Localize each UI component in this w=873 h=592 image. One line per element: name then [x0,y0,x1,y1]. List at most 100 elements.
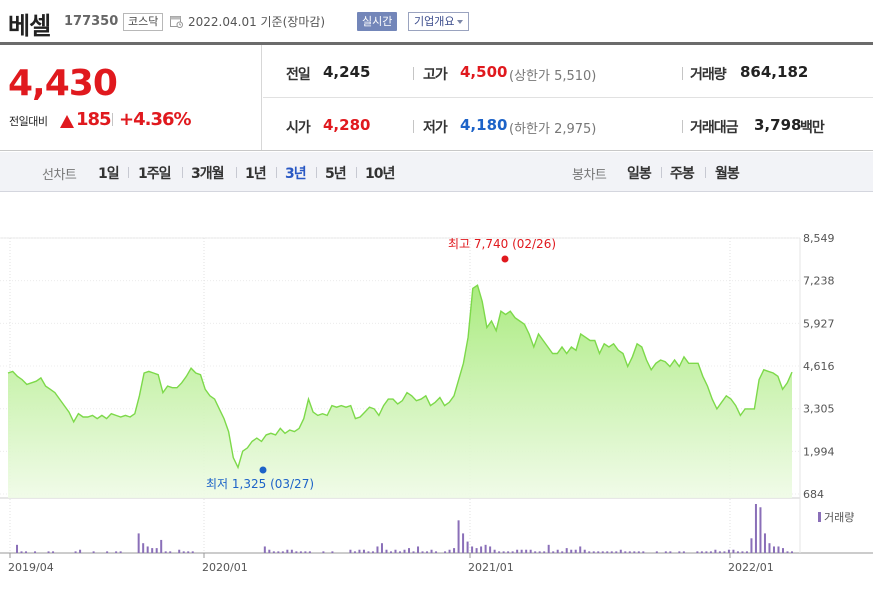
high-marker [501,255,509,263]
change-rate: +4.36% [119,109,192,130]
volume-bar [444,551,447,553]
volume-bar [385,549,388,553]
volume-bar [92,551,95,553]
divider [705,167,706,178]
volume-bar [331,551,334,553]
volume-bar [552,551,555,553]
low-annotation: 최저 1,325 (03/27) [206,477,314,491]
company-overview-dropdown[interactable]: 기업개요 [408,12,470,31]
x-tick-label: 2021/01 [468,561,514,574]
volume-bar [772,546,775,553]
volume-bar [380,543,383,553]
high-annotation: 최고 7,740 (02/26) [448,237,556,251]
prev-close-value: 4,245 [323,63,371,81]
volume-bar [570,549,573,553]
divider [661,167,662,178]
volume-bar [462,533,465,553]
low-marker [259,466,267,474]
volume-bar [182,551,185,553]
divider [276,167,277,178]
volume-bar [119,551,122,553]
price-area [8,285,792,498]
volume-bar [556,549,559,553]
x-tick-label: 2020/01 [202,561,248,574]
volume-bar [534,551,537,553]
volume-bar [47,551,50,553]
tab-1-year[interactable]: 1년 [245,166,267,182]
volume-bar [624,551,627,553]
volume-bar [268,549,271,553]
volume-bar [498,551,501,553]
volume-bar [489,546,492,553]
volume-bar [633,551,636,553]
tab-5-years[interactable]: 5년 [325,166,347,182]
volume-bar [281,551,284,553]
tab-3-months[interactable]: 3개월 [191,166,225,182]
volume-label: 거래량 [690,67,727,83]
volume-bar [642,551,645,553]
high-value: 4,500 [460,63,508,81]
volume-bar [466,541,469,553]
y-tick-label: 1,994 [803,445,835,458]
volume-bar [430,549,433,553]
volume-bar [16,544,19,553]
volume-bar [417,546,420,553]
volume-bar [187,551,190,553]
tab-3-years[interactable]: 3년 [285,166,307,182]
volume-bar [520,549,523,553]
divider [356,167,357,178]
volume-bar [583,549,586,553]
volume-bar [367,551,370,553]
volume-bar [705,551,708,553]
volume-bar [601,551,604,553]
volume-bar [178,549,181,553]
header-divider [0,42,873,45]
x-tick-label: 2022/01 [728,561,774,574]
tab-1-day[interactable]: 1일 [98,166,120,182]
y-tick-label: 5,927 [803,317,835,330]
volume-bar [394,549,397,553]
volume-bar [529,549,532,553]
tab-weekly-candle[interactable]: 주봉 [670,166,695,182]
tab-monthly-candle[interactable]: 월봉 [715,166,740,182]
divider [682,120,683,133]
tab-daily-candle[interactable]: 일봉 [627,166,652,182]
volume-bar [700,551,703,553]
open-value: 4,280 [323,116,371,134]
y-tick-label: 8,549 [803,232,835,245]
volume-bar [137,533,140,553]
volume-bar [538,551,541,553]
volume-bar [106,551,109,553]
volume-bar [277,551,280,553]
realtime-button[interactable]: 실시간 [357,12,398,31]
y-tick-label: 7,238 [803,275,835,288]
volume-bar [74,551,77,553]
volume-bar [371,551,374,553]
volume-bar [160,539,163,553]
volume-bar [322,551,325,553]
tab-10-years[interactable]: 10년 [365,166,395,182]
volume-bar [299,551,302,553]
volume-bar [349,549,352,553]
volume-bar [448,549,451,553]
trade-amount-unit: 백만 [800,120,825,136]
y-tick-label: 684 [803,488,824,501]
volume-bar [457,520,460,553]
volume-bar [574,549,577,553]
volume-bar [34,551,37,553]
stock-code: 177350 [64,14,119,29]
row-divider [263,97,873,98]
volume-bar [736,551,739,553]
volume-bar [637,551,640,553]
volume-bar [547,544,550,553]
volume-bar [655,551,658,553]
volume-bar [610,551,613,553]
volume-bar [727,549,730,553]
volume-bar [286,549,289,553]
tab-1-week[interactable]: 1주일 [138,166,172,182]
volume-bar [295,551,298,553]
volume-bar [408,548,411,553]
volume-bar [421,551,424,553]
volume-bar [615,551,618,553]
volume-bar [678,551,681,553]
